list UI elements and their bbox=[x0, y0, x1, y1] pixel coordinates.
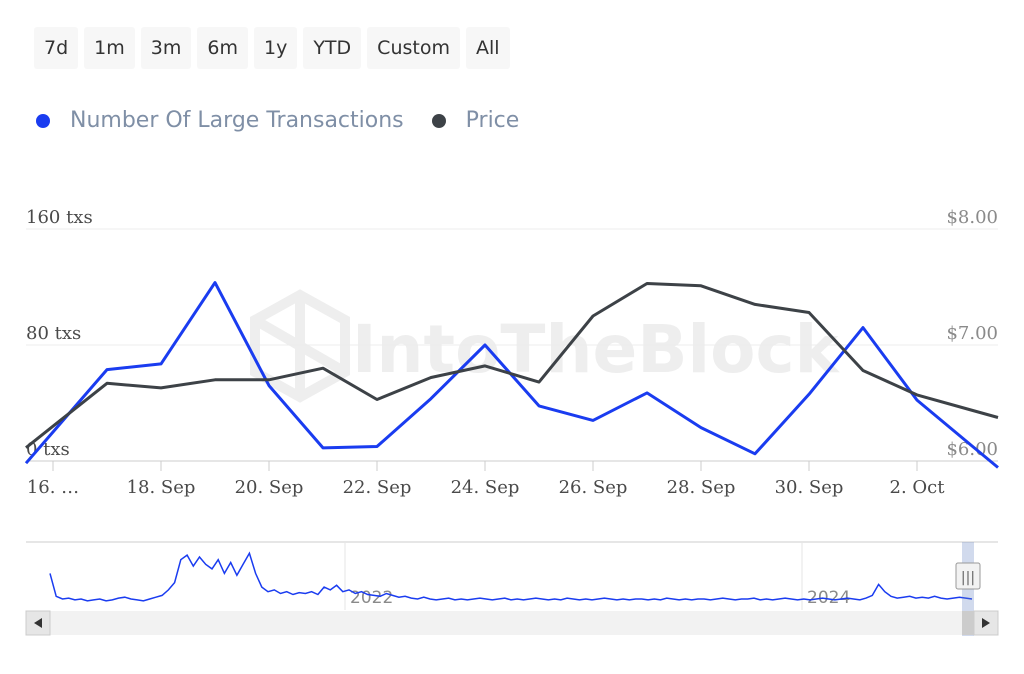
watermark-text: IntoTheBlock bbox=[352, 311, 841, 388]
x-tick-label: 2. Oct bbox=[890, 477, 946, 498]
legend-label-price: Price bbox=[465, 108, 520, 133]
y-axis-labels: 160 txs $8.00 80 txs $7.00 0 txs $6.00 bbox=[26, 207, 998, 460]
y-left-tick-label: 0 txs bbox=[26, 439, 70, 460]
watermark-logo-icon bbox=[250, 289, 350, 403]
range-button-7d[interactable]: 7d bbox=[34, 27, 79, 69]
y-left-tick-label: 80 txs bbox=[26, 323, 81, 344]
navigator-handle[interactable] bbox=[955, 562, 981, 590]
chart-legend: Number Of Large Transactions Price bbox=[36, 108, 547, 133]
navigator-handle-grip-icon: ||| bbox=[961, 570, 975, 586]
scroll-left-arrow-icon bbox=[34, 618, 42, 628]
grid-lines bbox=[26, 228, 998, 462]
range-button-1y[interactable]: 1y bbox=[253, 27, 298, 69]
y-left-tick-label: 160 txs bbox=[26, 207, 93, 228]
navigator-year-label: 2022 bbox=[350, 588, 393, 608]
scroll-left-button[interactable] bbox=[25, 610, 51, 636]
range-button-custom[interactable]: Custom bbox=[367, 27, 460, 69]
range-button-ytd[interactable]: YTD bbox=[303, 27, 362, 69]
watermark: IntoTheBlock bbox=[250, 289, 841, 403]
legend-item-price[interactable]: Price bbox=[431, 108, 520, 133]
x-tick-label: 26. Sep bbox=[559, 477, 628, 498]
range-button-1m[interactable]: 1m bbox=[84, 27, 135, 69]
legend-item-large-transactions[interactable]: Number Of Large Transactions bbox=[36, 108, 404, 133]
series-lines bbox=[24, 281, 999, 469]
range-button-all[interactable]: All bbox=[465, 27, 510, 69]
y-right-tick-label: $7.00 bbox=[946, 323, 998, 344]
legend-marker-price bbox=[431, 113, 446, 128]
range-selector: 7d 1m 3m 6m 1y YTD Custom All bbox=[34, 27, 510, 69]
x-tick-label: 20. Sep bbox=[235, 477, 304, 498]
scrollbar-thumb[interactable] bbox=[962, 611, 974, 635]
x-tick-label: 18. Sep bbox=[127, 477, 196, 498]
legend-label-large-transactions: Number Of Large Transactions bbox=[70, 108, 404, 133]
navigator-series-line bbox=[49, 551, 973, 602]
x-tick-label: 30. Sep bbox=[775, 477, 844, 498]
range-button-3m[interactable]: 3m bbox=[140, 27, 192, 69]
x-tick-label: 28. Sep bbox=[667, 477, 736, 498]
x-tick-label: 24. Sep bbox=[451, 477, 520, 498]
y-right-tick-label: $6.00 bbox=[946, 439, 998, 460]
navigator-year-label: 2024 bbox=[807, 588, 850, 608]
series-line-price[interactable] bbox=[25, 282, 999, 449]
x-axis: 16. … 18. Sep 20. Sep 22. Sep 24. Sep 26. Sep… bbox=[27, 461, 945, 498]
x-tick-label: 16. … bbox=[27, 477, 79, 498]
x-tick-label: 22. Sep bbox=[343, 477, 412, 498]
y-right-tick-label: $8.00 bbox=[946, 207, 998, 228]
range-button-6m[interactable]: 6m bbox=[197, 27, 248, 69]
legend-marker-large-transactions bbox=[36, 113, 50, 128]
navigator[interactable]: 2022 2024 ||| bbox=[25, 541, 999, 636]
scroll-right-arrow-icon bbox=[982, 618, 990, 628]
scrollbar-track[interactable] bbox=[26, 611, 998, 635]
